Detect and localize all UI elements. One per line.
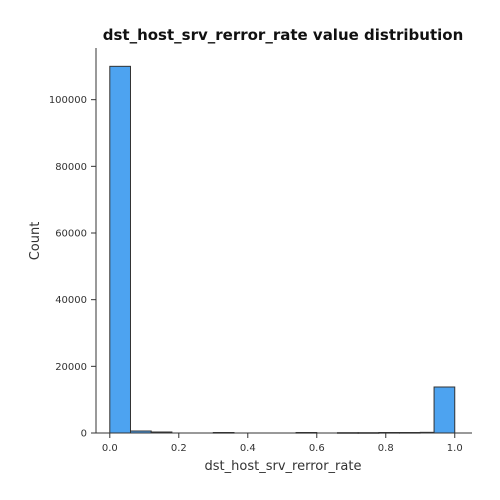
y-tick-label: 0 [81, 429, 87, 440]
x-tick-label: 0.4 [240, 443, 256, 454]
x-tick-label: 1.0 [447, 443, 463, 454]
x-axis-label: dst_host_srv_rerror_rate [205, 459, 362, 474]
y-tick-label: 60000 [55, 229, 87, 240]
x-tick-label: 0.8 [378, 443, 394, 454]
x-tick-label: 0.2 [171, 443, 187, 454]
histogram-bar [109, 65, 131, 434]
bars-group [109, 65, 456, 434]
y-tick-label: 80000 [55, 162, 87, 173]
x-tick-label: 0.6 [309, 443, 325, 454]
y-tick-label: 20000 [55, 362, 87, 373]
y-tick-label: 40000 [55, 295, 87, 306]
y-axis-ticks: 0 20000 40000 60000 80000 100000 [49, 95, 96, 440]
chart-title: dst_host_srv_rerror_rate value distribut… [103, 26, 464, 44]
x-axis-ticks: 0.0 0.2 0.4 0.6 0.8 1.0 [102, 433, 463, 454]
y-axis-label: Count [28, 222, 43, 261]
histogram-bar [433, 386, 456, 434]
y-tick-label: 100000 [49, 95, 87, 106]
x-tick-label: 0.0 [102, 443, 118, 454]
